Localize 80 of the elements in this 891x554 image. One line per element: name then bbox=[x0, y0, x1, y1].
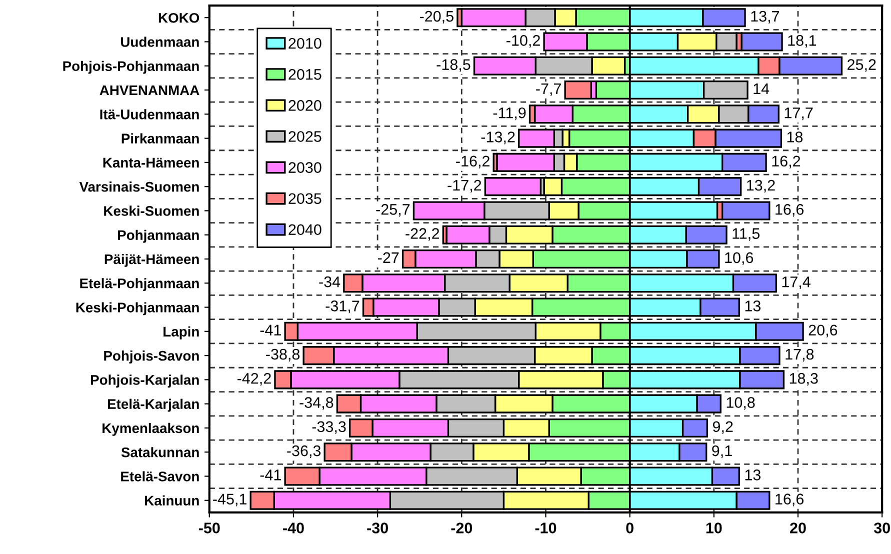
annotation: 10,8 bbox=[726, 397, 755, 410]
y-tick-label: Varsinais-Suomen bbox=[79, 182, 199, 192]
y-tick-label: Kainuun bbox=[145, 495, 199, 506]
annotation: 16,2 bbox=[772, 156, 800, 168]
annotation: 17,8 bbox=[786, 348, 814, 362]
annotation: -33,3 bbox=[312, 421, 346, 434]
annotation: 13 bbox=[745, 470, 761, 480]
annotation: -27 bbox=[378, 252, 399, 263]
y-tick-label: Uudenmaan bbox=[121, 36, 199, 47]
y-tick-label: Päijät-Hämeen bbox=[104, 254, 199, 267]
annotation: -10,2 bbox=[506, 35, 540, 48]
x-tick-label: 10 bbox=[706, 522, 722, 534]
x-tick-label: 20 bbox=[790, 522, 806, 534]
annotation: 13 bbox=[745, 300, 761, 312]
annotation: -34 bbox=[319, 276, 340, 288]
legend-label: 2025 bbox=[288, 131, 322, 142]
y-tick-label: Itä-Uudenmaan bbox=[100, 109, 199, 120]
y-tick-label: Kanta-Hämeen bbox=[103, 158, 199, 168]
annotation: 13,7 bbox=[751, 10, 780, 24]
x-tick-label: 0 bbox=[626, 522, 634, 534]
annotation: -38,8 bbox=[266, 348, 300, 362]
legend-label: 2030 bbox=[288, 162, 322, 173]
annotation: -36,3 bbox=[287, 445, 321, 458]
annotation: -20,5 bbox=[420, 10, 454, 24]
legend-label: 2040 bbox=[288, 224, 322, 236]
y-tick-label: Pirkanmaan bbox=[122, 133, 199, 144]
annotation: 18 bbox=[787, 132, 803, 142]
annotation: -7,7 bbox=[536, 83, 561, 96]
annotation: 9,1 bbox=[712, 445, 732, 458]
y-tick-label: Etelä-Savon bbox=[121, 471, 199, 482]
legend-label: 2035 bbox=[288, 193, 322, 204]
y-tick-label: Keski-Pohjanmaan bbox=[76, 302, 199, 316]
annotation: 9,2 bbox=[712, 421, 733, 434]
y-tick-label: Pohjanmaan bbox=[118, 230, 199, 243]
bar bbox=[484, 177, 542, 196]
x-tick-label: -10 bbox=[535, 522, 556, 534]
x-tick-label: -20 bbox=[451, 522, 472, 534]
annotation: 18,1 bbox=[788, 35, 816, 48]
y-tick-label: AHVENANMAA bbox=[100, 86, 200, 96]
legend-label: 2020 bbox=[288, 100, 322, 111]
legend-label: 2015 bbox=[288, 69, 322, 80]
annotation: 17,4 bbox=[782, 276, 810, 290]
annotation: -31,7 bbox=[326, 300, 360, 314]
annotation: -34,8 bbox=[300, 397, 334, 410]
y-tick-label: Etelä-Karjalan bbox=[108, 398, 199, 412]
annotation: 10,6 bbox=[725, 252, 754, 265]
annotation: -41 bbox=[260, 324, 281, 336]
x-tick-label: -30 bbox=[367, 522, 388, 534]
y-tick-label: Satakunnan bbox=[121, 447, 199, 458]
y-tick-label: KOKO bbox=[158, 12, 200, 23]
x-tick-label: -50 bbox=[198, 522, 220, 534]
annotation: 16,6 bbox=[776, 494, 804, 506]
annotation: -13,2 bbox=[481, 132, 515, 144]
y-tick-label: Pohjois-Pohjanmaan bbox=[63, 60, 199, 74]
annotation: -41 bbox=[260, 470, 281, 480]
annotation: 11,5 bbox=[732, 228, 760, 241]
annotation: -17,2 bbox=[448, 180, 482, 192]
legend-label: 2010 bbox=[288, 38, 322, 49]
x-tick-label: -40 bbox=[283, 522, 304, 534]
annotation: -11,9 bbox=[493, 107, 526, 120]
annotation: -22,2 bbox=[406, 228, 440, 241]
annotation: -18,5 bbox=[436, 59, 470, 72]
annotation: 25,2 bbox=[848, 59, 876, 72]
y-tick-label: Lapin bbox=[164, 326, 199, 340]
annotation: -16,2 bbox=[456, 156, 490, 168]
annotation: 18,3 bbox=[790, 372, 818, 386]
y-tick-label: Keski-Suomen bbox=[104, 206, 199, 216]
annotation: -45,1 bbox=[213, 494, 246, 506]
y-tick-label: Etelä-Pohjanmaan bbox=[80, 278, 199, 292]
annotation: 17,7 bbox=[784, 108, 813, 120]
x-tick-label: 30 bbox=[874, 522, 890, 534]
annotation: -25,7 bbox=[376, 204, 410, 217]
annotation: 20,6 bbox=[808, 324, 838, 338]
annotation: 13,2 bbox=[747, 180, 775, 192]
annotation: 16,6 bbox=[776, 204, 804, 217]
y-tick-label: Pohjois-Karjalan bbox=[91, 374, 199, 388]
annotation: -42,2 bbox=[237, 372, 271, 386]
annotation: 14 bbox=[754, 83, 770, 94]
y-tick-label: Pohjois-Savon bbox=[104, 350, 199, 364]
y-tick-label: Kymenlaakson bbox=[102, 422, 199, 436]
